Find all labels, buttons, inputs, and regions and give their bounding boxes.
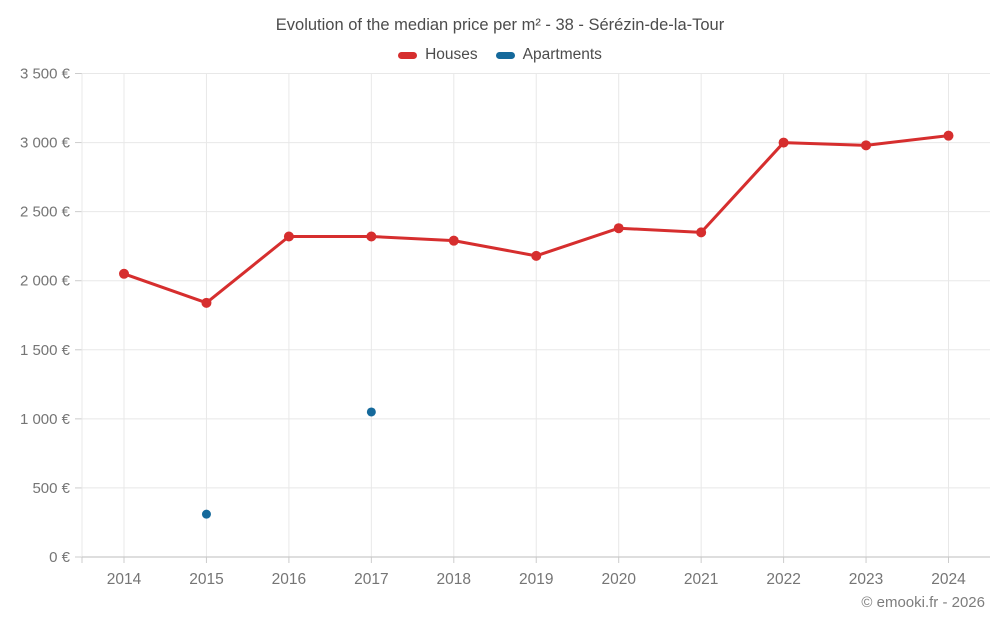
y-axis-label: 2 500 € bbox=[20, 204, 71, 221]
x-axis-label: 2018 bbox=[437, 571, 471, 588]
data-point-houses-2018 bbox=[448, 235, 459, 246]
x-axis-label: 2020 bbox=[601, 571, 636, 588]
y-axis-label: 500 € bbox=[32, 480, 70, 497]
data-point-houses-2024 bbox=[943, 130, 954, 141]
data-point-houses-2023 bbox=[861, 140, 872, 151]
x-axis-label: 2022 bbox=[766, 571, 800, 588]
legend-label-houses: Houses bbox=[425, 46, 478, 63]
y-axis-label: 3 500 € bbox=[20, 66, 71, 83]
legend-label-apartments: Apartments bbox=[522, 46, 602, 63]
y-axis-label: 1 000 € bbox=[20, 411, 71, 428]
data-point-houses-2017 bbox=[366, 231, 377, 242]
attribution-text: © emooki.fr - 2026 bbox=[861, 594, 985, 611]
chart-legend: Houses Apartments bbox=[0, 46, 1000, 64]
y-axis-label: 0 € bbox=[49, 549, 71, 566]
apartments-series-swatch-icon bbox=[495, 51, 515, 59]
data-point-houses-2020 bbox=[613, 223, 624, 234]
x-axis-label: 2019 bbox=[519, 571, 553, 588]
data-point-houses-2014 bbox=[119, 268, 129, 279]
x-axis-label: 2014 bbox=[107, 571, 142, 588]
chart-title: Evolution of the median price per m² - 3… bbox=[275, 16, 725, 34]
y-axis-label: 3 000 € bbox=[20, 135, 71, 152]
x-axis-label: 2017 bbox=[354, 571, 388, 588]
data-point-apartments-2017 bbox=[366, 407, 376, 417]
data-point-houses-2016 bbox=[283, 231, 294, 242]
data-point-houses-2021 bbox=[696, 227, 707, 238]
data-point-houses-2022 bbox=[778, 137, 789, 148]
y-axis-label: 2 000 € bbox=[20, 273, 71, 290]
data-point-houses-2015 bbox=[201, 297, 212, 308]
legend-item-houses[interactable]: Houses bbox=[398, 46, 478, 64]
x-axis-label: 2015 bbox=[189, 571, 223, 588]
legend-item-apartments[interactable]: Apartments bbox=[495, 46, 602, 64]
data-point-apartments-2015 bbox=[201, 509, 211, 519]
x-axis-label: 2024 bbox=[931, 571, 966, 588]
data-point-houses-2019 bbox=[531, 250, 542, 261]
x-axis-label: 2016 bbox=[272, 571, 306, 588]
x-axis-label: 2023 bbox=[849, 571, 883, 588]
houses-series-swatch-icon bbox=[398, 51, 418, 59]
x-axis-label: 2021 bbox=[684, 571, 718, 588]
y-axis-label: 1 500 € bbox=[20, 342, 71, 359]
